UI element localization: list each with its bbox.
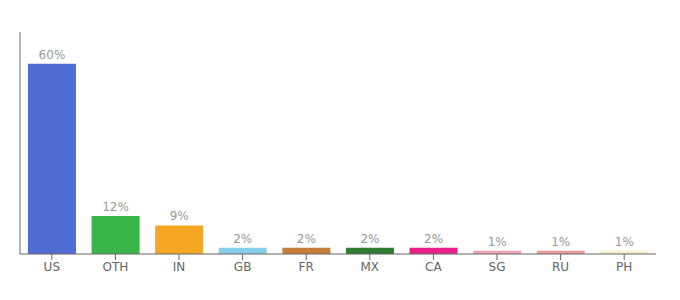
svg-text:9%: 9% [170,209,189,223]
svg-text:CA: CA [425,260,442,274]
svg-text:60%: 60% [39,48,66,62]
svg-text:US: US [44,260,60,274]
svg-text:IN: IN [173,260,186,274]
svg-text:RU: RU [552,260,569,274]
svg-text:GB: GB [234,260,252,274]
svg-text:2%: 2% [233,232,252,246]
svg-text:MX: MX [361,260,380,274]
svg-text:1%: 1% [615,235,634,249]
svg-text:2%: 2% [360,232,379,246]
svg-text:1%: 1% [551,235,570,249]
svg-text:FR: FR [299,260,314,274]
svg-text:SG: SG [489,260,506,274]
svg-text:PH: PH [616,260,632,274]
svg-text:2%: 2% [424,232,443,246]
svg-text:1%: 1% [488,235,507,249]
svg-text:12%: 12% [102,200,129,214]
svg-text:OTH: OTH [102,260,128,274]
svg-text:2%: 2% [297,232,316,246]
